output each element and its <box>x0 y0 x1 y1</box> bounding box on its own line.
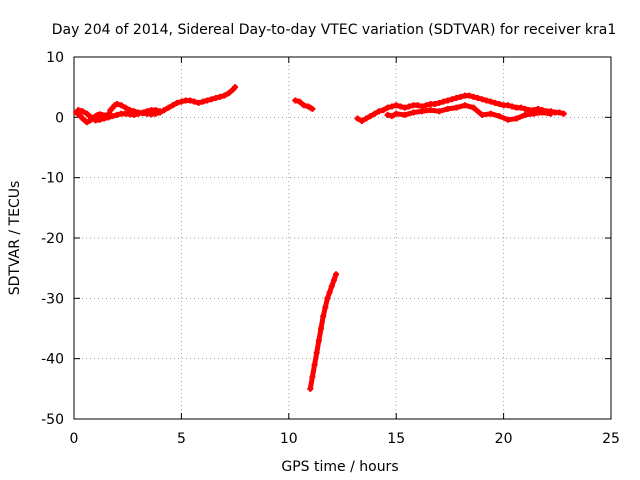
x-tick-label: 15 <box>387 431 405 447</box>
series-segment-4-lower-band <box>384 102 554 123</box>
x-axis-label: GPS time / hours <box>281 459 398 475</box>
data-point <box>156 108 163 115</box>
y-tick-label: -10 <box>41 171 64 187</box>
axis-ticks: 0 5 10 15 20 25 -50 -40 -30 -20 -10 0 10 <box>41 50 620 447</box>
data-point <box>333 271 340 278</box>
x-tick-label: 10 <box>280 431 298 447</box>
series-segment-3 <box>307 271 340 392</box>
y-tick-label: -50 <box>41 412 64 428</box>
y-tick-label: 0 <box>55 110 64 126</box>
data-point <box>232 84 239 91</box>
x-tick-label: 25 <box>602 431 620 447</box>
data-point <box>547 110 554 117</box>
y-tick-label: -20 <box>41 231 64 247</box>
data-points <box>73 84 567 392</box>
y-tick-label: -30 <box>41 291 64 307</box>
y-axis-label: SDTVAR / TECUs <box>7 181 23 296</box>
chart-title: Day 204 of 2014, Sidereal Day-to-day VTE… <box>52 22 617 38</box>
x-tick-label: 0 <box>70 431 79 447</box>
series-segment-4 <box>354 92 567 124</box>
data-point <box>560 110 567 117</box>
data-point <box>309 105 316 112</box>
y-tick-label: 10 <box>46 50 64 66</box>
x-tick-label: 5 <box>177 431 186 447</box>
series-segment-2 <box>292 97 316 112</box>
series-segment-1-lower-band <box>75 107 163 124</box>
x-tick-label: 20 <box>495 431 513 447</box>
y-tick-label: -40 <box>41 352 64 368</box>
